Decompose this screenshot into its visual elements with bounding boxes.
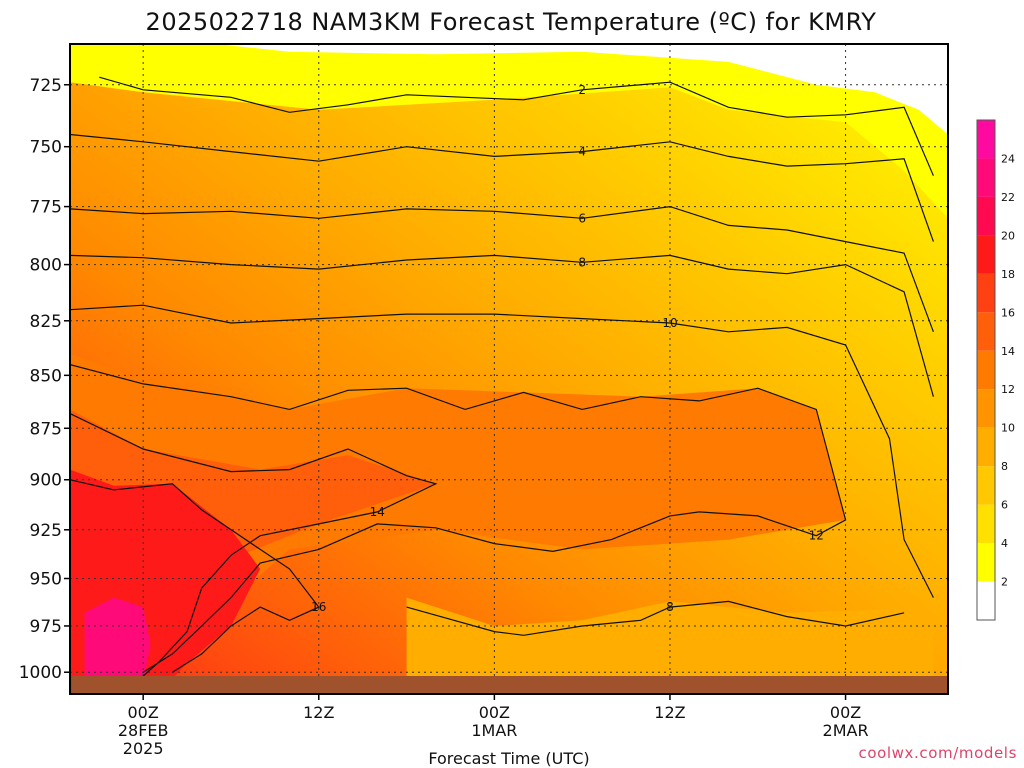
temperature-field <box>70 44 948 694</box>
colorbar-swatch <box>977 389 995 428</box>
y-tick-label: 875 <box>30 419 62 439</box>
colorbar-swatch <box>977 466 995 505</box>
colorbar-label: 10 <box>1001 422 1015 435</box>
y-tick-label: 825 <box>30 312 62 332</box>
colorbar-swatch <box>977 120 995 159</box>
colorbar-swatch <box>977 196 995 236</box>
y-tick-label: 800 <box>30 256 62 276</box>
y-axis: 725 750 775 800 825 850 875 900 925 950 975 1000 <box>19 76 70 683</box>
plot-frame <box>69 43 949 695</box>
colorbar-label: 18 <box>1001 268 1015 281</box>
colorbar-swatch <box>977 273 995 313</box>
colorbar-label: 24 <box>1001 152 1015 165</box>
colorbar-swatch <box>977 350 995 390</box>
y-tick-label: 950 <box>30 570 62 590</box>
colorbar-swatch <box>977 504 995 544</box>
colorbar-label: 20 <box>1001 229 1015 242</box>
y-tick-label: 725 <box>30 76 62 96</box>
colorbar-swatch <box>977 427 995 467</box>
y-tick-label: 1000 <box>19 663 62 683</box>
isotherm-label: 2 <box>578 83 586 97</box>
isotherm-line <box>406 600 905 636</box>
isotherm-line <box>70 304 934 598</box>
x-tick-label: 00Z <box>128 703 159 722</box>
grid <box>70 44 948 694</box>
isotherms: 2 4 6 8 10 12 14 16 8 <box>70 76 934 677</box>
colorbar-swatch <box>977 235 995 274</box>
colorbar-label: 8 <box>1001 460 1008 473</box>
colorbar-label: 4 <box>1001 537 1008 550</box>
credit-text: coolwx.com/models <box>859 744 1018 762</box>
isotherm-line <box>70 479 320 673</box>
colorbar-label: 22 <box>1001 191 1015 204</box>
isotherm-label: 8 <box>578 255 586 269</box>
colorbar-label: 6 <box>1001 499 1008 512</box>
y-tick-label: 850 <box>30 366 62 386</box>
ground-strip <box>72 676 948 694</box>
x-tick-sublabel: 2MAR <box>823 721 869 740</box>
isotherm-label: 8 <box>666 600 674 614</box>
y-tick-label: 775 <box>30 198 62 218</box>
y-tick-label: 925 <box>30 521 62 541</box>
x-tick-label: 00Z <box>830 703 861 722</box>
isotherm-line <box>99 76 934 176</box>
y-tick-label: 900 <box>30 471 62 491</box>
x-tick-label: 00Z <box>479 703 510 722</box>
isotherm-label: 6 <box>578 211 586 225</box>
isotherm-label: 14 <box>370 505 385 519</box>
chart-title: 2025022718 NAM3KM Forecast Temperature (… <box>146 8 877 36</box>
field-band-magenta <box>84 597 151 682</box>
field-band-white <box>216 44 948 135</box>
x-tick-sublabel: 1MAR <box>471 721 517 740</box>
x-tick-label: 12Z <box>303 703 334 722</box>
x-tick-label: 12Z <box>654 703 685 722</box>
colorbar-swatch <box>977 158 995 197</box>
isotherm-label: 12 <box>809 529 824 543</box>
isotherm-label: 4 <box>578 145 586 159</box>
x-axis-label: Forecast Time (UTC) <box>428 749 589 768</box>
y-tick-label: 750 <box>30 138 62 158</box>
colorbar-swatch <box>977 312 995 351</box>
isotherm-line <box>70 254 934 397</box>
field-band-yellow <box>70 44 948 219</box>
colorbar-label: 2 <box>1001 576 1008 589</box>
colorbar-swatch <box>977 581 995 620</box>
isotherm-line <box>70 205 934 333</box>
isotherm-line <box>70 133 934 242</box>
x-tick-sublabel: 28FEB <box>118 721 169 740</box>
isotherm-label: 10 <box>662 316 677 330</box>
colorbar-label: 12 <box>1001 383 1015 396</box>
colorbar-swatch <box>977 543 995 582</box>
colorbar-label: 16 <box>1001 306 1015 319</box>
field-band-orange <box>70 353 846 694</box>
x-tick-year: 2025 <box>123 739 164 758</box>
isotherm-label: 16 <box>311 600 326 614</box>
colorbar-label: 14 <box>1001 345 1015 358</box>
y-tick-label: 975 <box>30 617 62 637</box>
isotherm-line <box>70 364 847 673</box>
isotherm-line <box>70 413 438 677</box>
colorbar-frame <box>976 119 996 621</box>
